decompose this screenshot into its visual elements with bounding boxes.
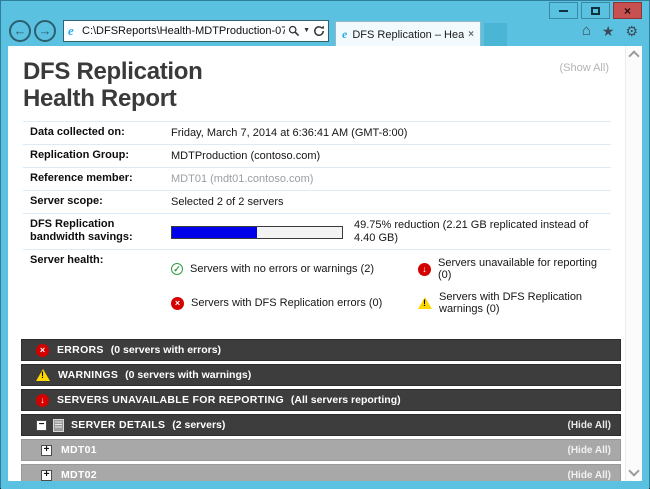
health-item-text: Servers with no errors or warnings (2) (190, 263, 375, 275)
server-row-mdt02[interactable]: + MDT02 (Hide All) (21, 464, 621, 481)
window-controls: × (546, 2, 642, 19)
section-subtitle: (All servers reporting) (290, 394, 401, 406)
error-cross-icon: × (171, 296, 184, 310)
page-content: (Show All) DFS Replication Health Report… (8, 46, 642, 481)
close-button[interactable]: × (613, 2, 642, 19)
health-item-text: Servers with DFS Replication errors (0) (191, 297, 383, 309)
section-title: SERVERS UNAVAILABLE FOR REPORTING (57, 394, 284, 406)
report-summary: Data collected on: Friday, March 7, 2014… (23, 121, 611, 327)
forward-button[interactable]: → (34, 19, 56, 42)
ok-check-icon: ✓ (171, 263, 183, 275)
bandwidth-progress-bar (171, 225, 343, 239)
section-title: SERVER DETAILS (71, 419, 166, 431)
server-row-mdt01[interactable]: + MDT01 (Hide All) (21, 439, 621, 461)
hide-all-link[interactable]: (Hide All) (567, 444, 611, 456)
bandwidth-text: 49.75% reduction (2.21 GB replicated ins… (354, 219, 589, 244)
info-row-server-scope: Server scope: Selected 2 of 2 servers (23, 190, 611, 213)
section-errors[interactable]: × ERRORS (0 servers with errors) (21, 339, 621, 361)
info-row-replication-group: Replication Group: MDTProduction (contos… (23, 144, 611, 167)
info-label: Server health: (30, 254, 104, 266)
tab-close-icon[interactable]: × (468, 29, 474, 40)
section-server-details[interactable]: − SERVER DETAILS (2 servers) (Hide All) (21, 414, 621, 436)
tab-title: DFS Replication – Health Re... (352, 28, 465, 41)
server-name: MDT02 (61, 469, 97, 481)
ie-tab-favicon: e (342, 27, 348, 41)
info-label: Replication Group: (30, 149, 129, 161)
server-health-grid: ✓ Servers with no errors or warnings (2)… (171, 254, 611, 323)
show-all-link[interactable]: (Show All) (559, 62, 609, 74)
health-item-errors: × Servers with DFS Replication errors (0… (171, 291, 418, 315)
expand-plus-icon[interactable]: + (41, 444, 52, 456)
section-title: WARNINGS (58, 369, 119, 381)
info-value: Selected 2 of 2 servers (171, 196, 284, 208)
search-icon[interactable] (288, 25, 300, 37)
warning-triangle-icon: ! (36, 369, 50, 381)
health-item-warnings: ! Servers with DFS Replication warnings … (418, 291, 611, 315)
info-row-bandwidth-savings: DFS Replication bandwidth savings: 49.75… (23, 213, 611, 249)
maximize-button[interactable] (581, 2, 610, 19)
toolbar-icons: ⌂ ★ ⚙ (582, 23, 638, 38)
report-sections: × ERRORS (0 servers with errors) ! WARNI… (21, 339, 621, 481)
warning-triangle-icon: ! (418, 297, 432, 309)
collapse-minus-icon[interactable]: − (36, 419, 47, 431)
info-row-server-health: Server health: ✓ Servers with no errors … (23, 249, 611, 327)
health-item-ok: ✓ Servers with no errors or warnings (2) (171, 257, 418, 281)
section-subtitle: (0 servers with warnings) (125, 369, 252, 381)
info-label: Server scope: (30, 195, 103, 207)
ie-favicon: e (68, 22, 74, 38)
tab-dfs-replication-health-report[interactable]: e DFS Replication – Health Re... × (335, 21, 481, 47)
health-item-text: Servers unavailable for reporting (0) (438, 257, 597, 281)
health-item-unavailable: ↓ Servers unavailable for reporting (0) (418, 257, 611, 281)
info-row-reference-member: Reference member: MDT01 (mdt01.contoso.c… (23, 167, 611, 190)
forward-arrow-icon: → (38, 23, 52, 38)
page-title-line1: DFS Replication (23, 58, 203, 85)
bandwidth-value: 49.75% reduction (2.21 GB replicated ins… (171, 218, 611, 245)
section-warnings[interactable]: ! WARNINGS (0 servers with warnings) (21, 364, 621, 386)
hide-all-link[interactable]: (Hide All) (567, 469, 611, 481)
refresh-icon[interactable] (313, 25, 325, 37)
expand-plus-icon[interactable]: + (41, 469, 52, 481)
navigation-bar: ← → e C:\DFSReports\Health-MDTProduction… (9, 16, 641, 47)
info-value: MDTProduction (contoso.com) (171, 150, 321, 162)
favorites-star-icon[interactable]: ★ (601, 22, 615, 39)
back-arrow-icon: ← (13, 23, 27, 38)
titlebar: × ← → e C:\DFSReports\Health-MDTProducti… (1, 1, 649, 47)
info-label: DFS Replication bandwidth savings: (30, 218, 133, 243)
section-title: ERRORS (57, 344, 104, 356)
window-frame: (Show All) DFS Replication Health Report… (1, 46, 649, 489)
address-url[interactable]: C:\DFSReports\Health-MDTProduction-07Ma (82, 24, 286, 37)
scroll-up-icon[interactable] (628, 50, 640, 62)
back-button[interactable]: ← (9, 19, 31, 42)
page-title: DFS Replication Health Report (23, 58, 611, 112)
settings-gear-icon[interactable]: ⚙ (625, 22, 638, 39)
info-label: Data collected on: (30, 126, 125, 138)
info-value: Friday, March 7, 2014 at 6:36:41 AM (GMT… (171, 127, 408, 139)
address-bar[interactable]: e C:\DFSReports\Health-MDTProduction-07M… (63, 19, 329, 42)
address-dropdown-icon[interactable]: ▼ (303, 27, 310, 34)
info-row-data-collected: Data collected on: Friday, March 7, 2014… (23, 121, 611, 144)
minimize-icon (559, 9, 568, 12)
server-icon (53, 418, 64, 432)
bandwidth-bar-fill (172, 226, 257, 238)
error-cross-icon: × (36, 343, 49, 357)
section-servers-unavailable[interactable]: ↓ SERVERS UNAVAILABLE FOR REPORTING (All… (21, 389, 621, 411)
maximize-icon (591, 6, 600, 15)
new-tab-area[interactable] (484, 23, 507, 46)
unavailable-down-arrow-icon: ↓ (36, 393, 49, 407)
info-value: MDT01 (mdt01.contoso.com) (171, 173, 314, 185)
health-item-text: Servers with DFS Replication warnings (0… (439, 291, 583, 315)
home-icon[interactable]: ⌂ (581, 22, 591, 39)
close-icon: × (623, 3, 631, 18)
page-title-line2: Health Report (23, 85, 177, 112)
server-name: MDT01 (61, 444, 97, 456)
section-subtitle: (0 servers with errors) (110, 344, 222, 356)
section-subtitle: (2 servers) (172, 419, 226, 431)
unavailable-down-arrow-icon: ↓ (418, 262, 431, 276)
scroll-down-icon[interactable] (628, 465, 640, 477)
minimize-button[interactable] (549, 2, 578, 19)
hide-all-link[interactable]: (Hide All) (567, 419, 611, 431)
vertical-scrollbar[interactable] (625, 46, 642, 481)
info-label: Reference member: (30, 172, 133, 184)
